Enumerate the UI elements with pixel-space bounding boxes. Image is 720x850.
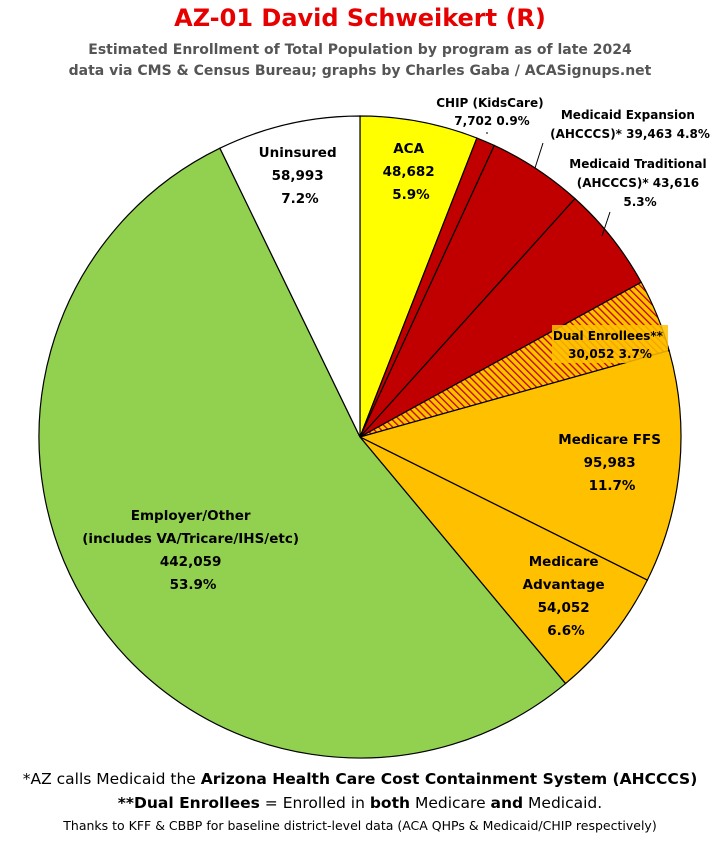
dual-label-background [552,325,668,363]
ffs-label-value: 95,983 [584,455,636,471]
chart-subtitle-2: data via CMS & Census Bureau; graphs by … [68,63,652,79]
expansion-leader-line [534,142,544,169]
traditional-label-value: (AHCCCS)* 43,616 [577,176,699,190]
footnote-dual-and: and [490,794,524,812]
employer-label-name-2: (includes VA/Tricare/IHS/etc) [82,531,299,547]
expansion-label-name: Medicaid Expansion [561,108,695,122]
chip-label: CHIP (KidsCare) 7,702 0.9% [436,96,548,128]
advantage-label: Medicare Advantage 54,052 6.6% [523,554,610,639]
chart-subtitle-1: Estimated Enrollment of Total Population… [88,42,632,58]
ffs-label-name: Medicare FFS [558,432,661,448]
traditional-label: Medicaid Traditional (AHCCCS)* 43,616 5.… [569,157,711,209]
ffs-label: Medicare FFS 95,983 11.7% [558,432,665,494]
pie-chart: ACA 48,682 5.9% CHIP (KidsCare) 7,702 0.… [38,96,711,759]
expansion-label-value: (AHCCCS)* 39,463 4.8% [550,127,710,141]
footnote-ahcccs: *AZ calls Medicaid the Arizona Health Ca… [0,770,720,788]
employer-label-percent: 53.9% [170,577,217,593]
footnote-ahcccs-text: *AZ calls Medicaid the [22,770,201,788]
traditional-label-name: Medicaid Traditional [569,157,706,171]
pie-slice-medicare-advantage [359,436,649,685]
footnote-thanks: Thanks to KFF & CBBP for baseline distri… [63,818,657,833]
aca-label-name: ACA [393,141,424,157]
advantage-label-name-1: Medicare [529,554,599,570]
footnote-dual-term: **Dual Enrollees [117,794,260,812]
uninsured-label: Uninsured 58,993 7.2% [259,145,342,207]
footnote-ahcccs-bold: Arizona Health Care Cost Containment Sys… [200,770,698,788]
aca-label-percent: 5.9% [392,187,430,203]
uninsured-label-name: Uninsured [259,145,337,161]
ffs-label-percent: 11.7% [589,478,636,494]
uninsured-label-percent: 7.2% [281,191,319,207]
footnote-dual: **Dual Enrollees = Enrolled in both Medi… [0,794,720,812]
footnote-dual-text-2: Medicare [410,794,491,812]
pie-slice-medicare-ffs [358,349,682,581]
pie-slice-aca [359,115,478,438]
footnote-dual-text-1: = Enrolled in [259,794,370,812]
footnote-dual-both: both [369,794,411,812]
chip-label-value: 7,702 0.9% [454,114,529,128]
pie-slice-uninsured [219,115,361,438]
expansion-label: Medicaid Expansion (AHCCCS)* 39,463 4.8% [550,108,710,141]
aca-label: ACA 48,682 5.9% [383,141,440,203]
aca-label-value: 48,682 [383,164,435,180]
footnote-dual-text-3: Medicaid. [523,794,603,812]
traditional-label-percent: 5.3% [623,195,656,209]
advantage-label-percent: 6.6% [547,623,585,639]
advantage-label-name-2: Advantage [523,577,605,593]
uninsured-label-value: 58,993 [272,168,324,184]
dual-label-name: Dual Enrollees** [553,329,664,343]
traditional-leader-line [601,211,611,237]
chart-title: AZ-01 David Schweikert (R) [174,4,546,32]
employer-label: Employer/Other (includes VA/Tricare/IHS/… [82,508,303,593]
pie-slice-employer-other-includes-va-tricare-ihs-etc [38,147,567,759]
pie-slices [38,115,682,759]
employer-label-value: 442,059 [160,554,222,570]
employer-label-name-1: Employer/Other [131,508,251,524]
chip-label-name: CHIP (KidsCare) [436,96,543,110]
advantage-label-value: 54,052 [538,600,590,616]
dual-label: Dual Enrollees** 30,052 3.7% [553,329,667,361]
dual-label-value: 30,052 3.7% [568,347,652,361]
